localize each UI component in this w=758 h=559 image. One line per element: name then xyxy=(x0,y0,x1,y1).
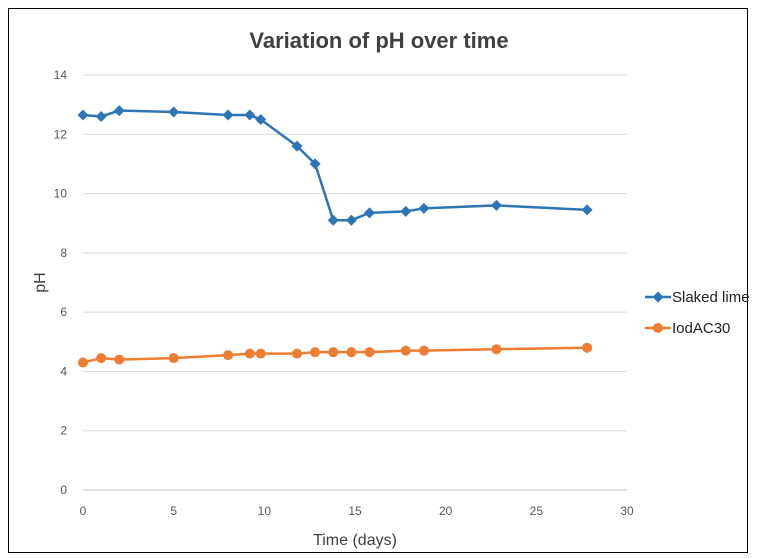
y-tick-label: 0 xyxy=(60,483,67,497)
x-axis-label: Time (days) xyxy=(313,532,397,549)
data-point xyxy=(328,347,339,358)
series-line xyxy=(82,346,588,364)
x-tick-label: 30 xyxy=(620,504,634,518)
data-point xyxy=(255,348,266,359)
x-tick-label: 0 xyxy=(80,504,87,518)
y-axis-label: pH xyxy=(32,272,49,292)
series-0 xyxy=(77,105,593,226)
series-1 xyxy=(78,342,593,368)
x-tick-label: 10 xyxy=(258,504,272,518)
data-point xyxy=(582,342,593,353)
chart-frame xyxy=(8,8,748,553)
y-tick-label: 2 xyxy=(60,424,67,438)
data-point xyxy=(364,347,375,358)
data-point xyxy=(490,199,502,211)
data-point xyxy=(78,357,88,368)
legend-label: IodAC30 xyxy=(672,320,730,337)
data-point xyxy=(168,106,180,118)
x-tick-label: 5 xyxy=(170,504,177,518)
data-point xyxy=(244,109,256,121)
data-point xyxy=(400,345,411,356)
data-point xyxy=(114,354,125,365)
series-line xyxy=(82,109,588,222)
data-point xyxy=(346,347,357,358)
chart-title: Variation of pH over time xyxy=(249,28,509,53)
grid xyxy=(83,74,627,491)
y-tick-label: 12 xyxy=(54,127,68,141)
data-point xyxy=(95,111,107,122)
data-point xyxy=(418,202,430,214)
data-point xyxy=(400,205,412,217)
data-point xyxy=(491,344,502,355)
data-point xyxy=(223,350,234,361)
y-tick-label: 8 xyxy=(60,246,67,260)
y-tick-label: 10 xyxy=(54,187,68,201)
data-point xyxy=(291,140,303,152)
data-point xyxy=(96,353,107,364)
tick-labels: 0 2 4 6 8 10 12 14 0 5 10 15 20 25 30 xyxy=(54,68,634,518)
y-tick-label: 14 xyxy=(54,68,68,82)
legend-label: Slaked lime xyxy=(672,289,750,306)
y-tick-label: 6 xyxy=(60,305,67,319)
data-point xyxy=(291,348,302,359)
x-tick-label: 15 xyxy=(348,504,362,518)
data-point xyxy=(113,105,125,117)
data-point xyxy=(168,353,179,364)
data-point xyxy=(77,109,89,121)
data-point xyxy=(418,345,429,356)
data-point xyxy=(309,158,321,170)
data-point xyxy=(345,214,357,226)
x-tick-label: 25 xyxy=(530,504,544,518)
y-tick-label: 4 xyxy=(60,364,67,378)
series xyxy=(77,105,593,368)
data-point xyxy=(364,207,376,219)
data-point xyxy=(222,109,234,121)
data-point xyxy=(255,113,267,125)
data-point xyxy=(327,214,339,226)
legend: Slaked lime IodAC30 xyxy=(645,289,750,337)
data-point xyxy=(244,348,255,359)
legend-marker xyxy=(652,291,664,303)
data-point xyxy=(581,204,593,216)
x-tick-label: 20 xyxy=(439,504,453,518)
legend-marker xyxy=(653,323,663,333)
data-point xyxy=(310,347,321,358)
